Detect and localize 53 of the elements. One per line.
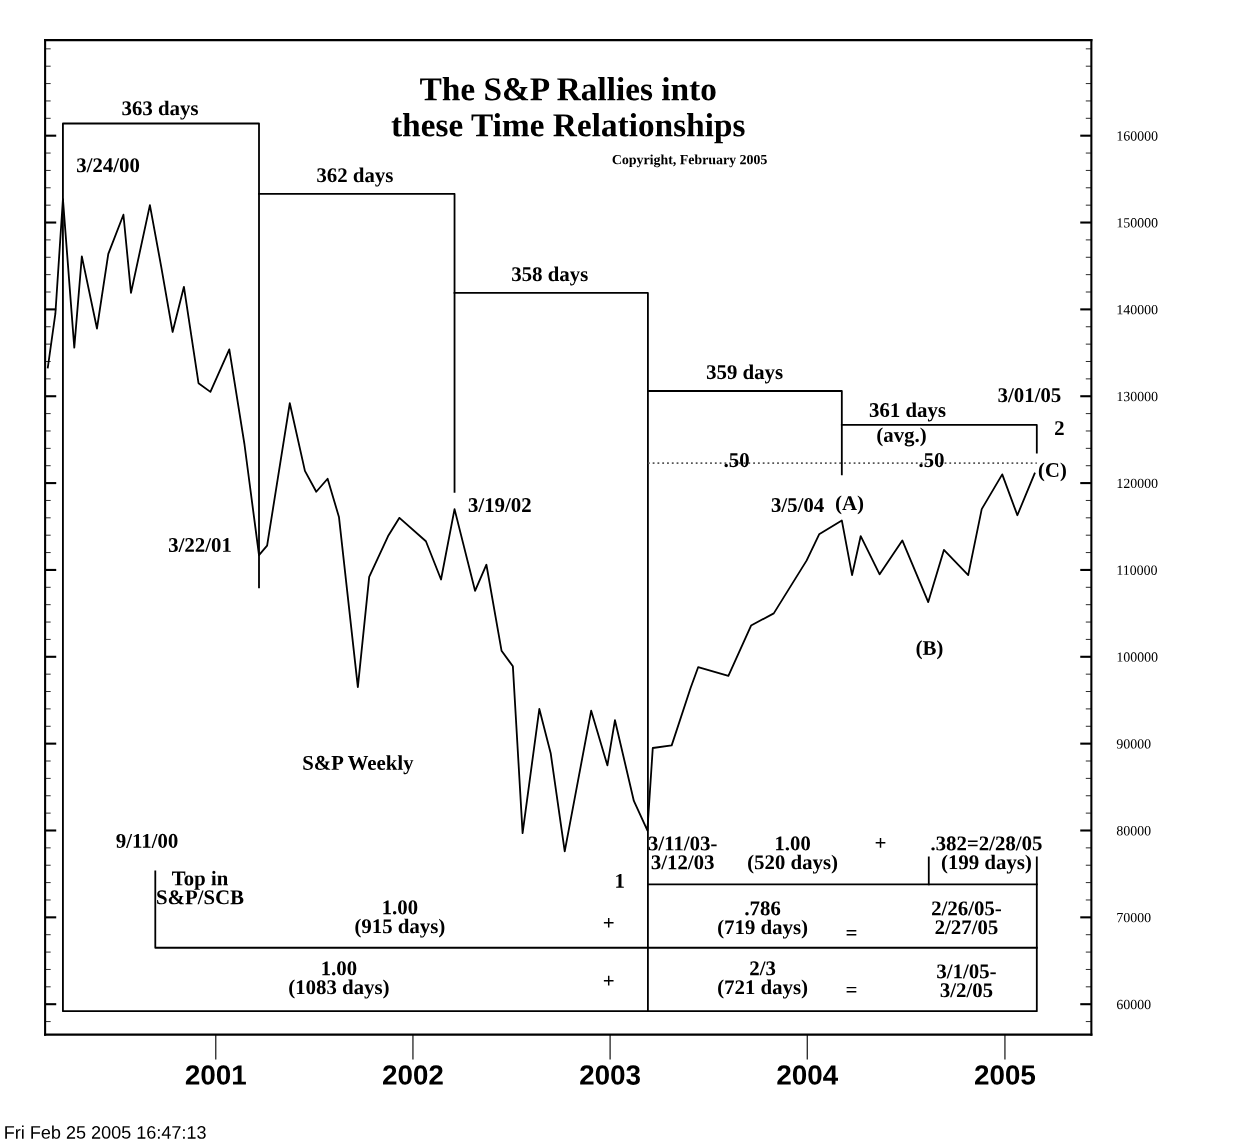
annotation: 3/19/02	[468, 498, 531, 513]
x-tick-label: 2002	[383, 1065, 443, 1085]
y-tick-label: 140000	[1117, 304, 1158, 315]
x-tick-label: 2003	[580, 1065, 640, 1085]
annotation: +	[603, 975, 614, 986]
annotation: =	[846, 929, 857, 936]
annotation: Top in S&P/SCB	[157, 870, 244, 905]
annotation: .50	[919, 453, 944, 468]
annotation: 2/3 (721 days)	[718, 961, 808, 999]
annotation: 362 days	[317, 167, 393, 187]
y-tick-label: 60000	[1116, 999, 1151, 1010]
annotation: 2	[1055, 421, 1064, 435]
annotation: 1.00 (1083 days)	[289, 961, 389, 999]
annotation: S&P Weekly	[303, 755, 414, 775]
annotation: 3/5/04	[771, 498, 824, 513]
x-tick-label: 2005	[975, 1065, 1036, 1085]
annotation: 3/01/05	[998, 388, 1061, 403]
annotation: 361 days	[869, 402, 946, 422]
annotation: .50	[724, 453, 749, 468]
annotation: 3/1/05- 3/2/05	[937, 964, 996, 998]
annotation: 3/24/00	[77, 158, 140, 173]
y-tick-label: 110000	[1117, 565, 1157, 575]
annotation: 363 days	[122, 100, 199, 120]
annotation: 358 days	[512, 266, 588, 286]
y-tick-label: 80000	[1116, 826, 1151, 836]
annotation: .382=2/28/05 (199 days)	[931, 836, 1042, 874]
annotation: +	[875, 837, 886, 848]
annotation: (avg.)	[877, 427, 926, 447]
annotation: (B)	[916, 640, 943, 660]
annotation: (C)	[1038, 462, 1066, 482]
annotation: 1	[616, 873, 624, 888]
y-tick-label: 100000	[1117, 652, 1158, 662]
annotation: 359 days	[706, 364, 783, 384]
annotation: (A)	[835, 495, 864, 515]
annotation: 1.00 (520 days)	[748, 836, 838, 874]
text: The S&P Rallies into these Time Relationships	[391, 77, 745, 144]
y-tick-label: 120000	[1117, 478, 1158, 489]
text: Fri Feb 25 2005 16:47:13	[5, 1125, 206, 1139]
annotation: 3/22/01	[168, 538, 231, 553]
y-tick-label: 90000	[1116, 739, 1151, 749]
annotation: .786 (719 days)	[718, 901, 808, 939]
x-tick-label: 2001	[185, 1065, 246, 1085]
annotation: =	[846, 986, 857, 993]
y-tick-label: 160000	[1117, 131, 1158, 141]
y-tick-label: 130000	[1117, 391, 1158, 402]
y-tick-label: 70000	[1117, 912, 1151, 923]
annotation: 2/26/05- 2/27/05	[932, 901, 1001, 935]
annotation: 9/11/00	[116, 833, 178, 848]
annotation: +	[603, 917, 614, 928]
annotation: 1.00 (915 days)	[355, 900, 445, 938]
text: Copyright, February 2005	[612, 154, 767, 168]
y-tick-label: 150000	[1117, 218, 1158, 228]
x-tick-label: 2004	[777, 1065, 838, 1085]
